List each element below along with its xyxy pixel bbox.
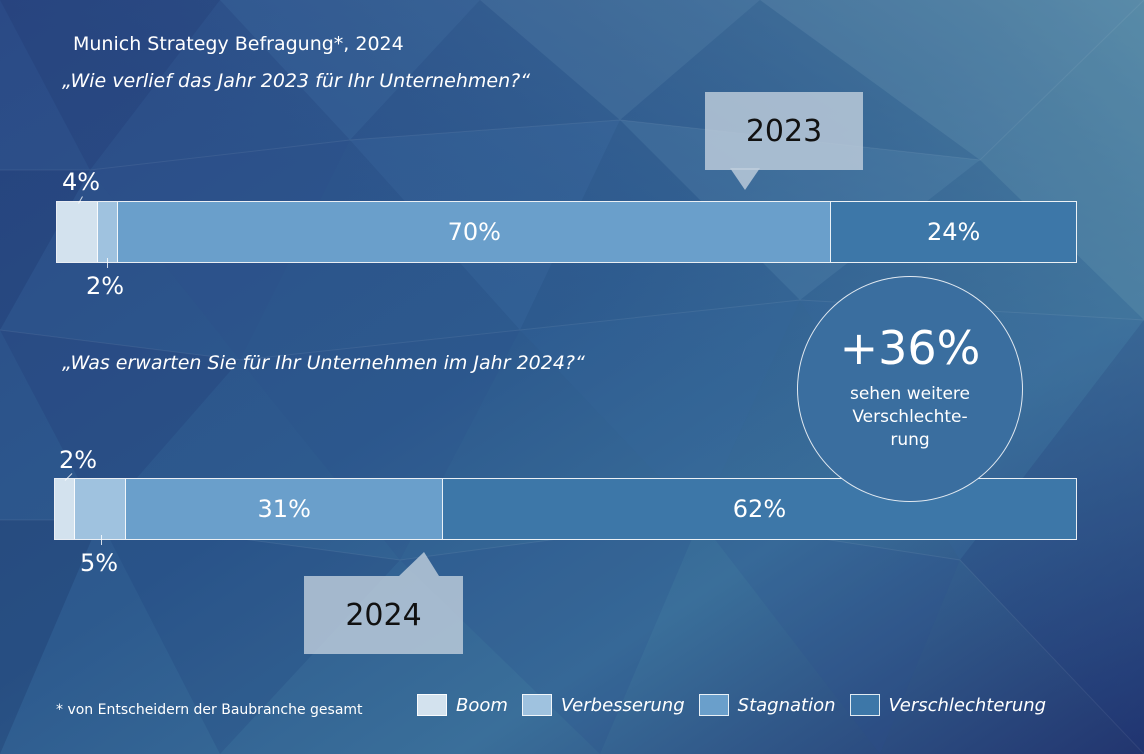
bar-2023-stagnation: 70%	[118, 202, 832, 262]
callout-2023-label: 2023	[745, 113, 823, 149]
highlight-text-line-2: Verschlechte-	[852, 407, 968, 427]
highlight-text-line-1: sehen weitere	[849, 384, 970, 404]
bar-2023-verbesserung	[97, 202, 119, 262]
legend-label-stagnation: Stagnation	[737, 694, 836, 716]
callout-2023: 2023	[705, 92, 863, 170]
highlight-circle: +36% sehen weitere Verschlechte- rung	[797, 276, 1023, 502]
bar-2023-verschlechterung: 24%	[831, 202, 1076, 262]
legend-swatch-stagnation	[698, 694, 729, 716]
highlight-value: +36%	[839, 321, 981, 375]
bar-2023-verbesserung-label: 2%	[86, 272, 125, 300]
bar-2023-verbesserung-tick	[107, 258, 108, 268]
legend-label-verbesserung: Verbesserung	[560, 694, 685, 716]
legend: Boom Verbesserung Stagnation Verschlecht…	[417, 694, 1060, 716]
bar-2024-verbesserung	[75, 479, 127, 539]
footnote: * von Entscheidern der Baubranche gesamt	[56, 702, 363, 718]
legend-swatch-verbesserung	[521, 694, 552, 716]
bar-2024-stagnation: 31%	[126, 479, 443, 539]
legend-label-verschlechterung: Verschlechterung	[888, 694, 1047, 716]
bar-2024: 31% 62%	[54, 478, 1077, 540]
bar-2024-boom	[55, 479, 76, 539]
bar-2024-stagnation-label: 31%	[257, 495, 311, 523]
legend-item-verschlechterung: Verschlechterung	[849, 694, 1047, 716]
callout-2024-pointer	[399, 552, 439, 576]
highlight-text: sehen weitere Verschlechte- rung	[798, 383, 1022, 452]
bar-2024-verbesserung-tick	[101, 535, 102, 545]
legend-label-boom: Boom	[456, 694, 508, 716]
bar-2024-verschlechterung-label: 62%	[732, 495, 787, 523]
highlight-text-line-3: rung	[890, 430, 930, 450]
bar-2023-stagnation-label: 70%	[447, 218, 501, 246]
legend-swatch-verschlechterung	[849, 694, 880, 716]
callout-2024-label: 2024	[345, 597, 422, 633]
legend-item-verbesserung: Verbesserung	[521, 694, 685, 716]
chart-title: Munich Strategy Befragung*, 2024	[73, 33, 404, 55]
legend-swatch-boom	[417, 694, 447, 716]
legend-item-boom: Boom	[417, 694, 508, 716]
bar-2024-verschlechterung: 62%	[442, 479, 1076, 539]
bar-2023-boom-label: 4%	[62, 168, 101, 196]
question-2024: „Was erwarten Sie für Ihr Unternehmen im…	[62, 352, 585, 374]
legend-item-stagnation: Stagnation	[698, 694, 836, 716]
bar-2024-boom-label: 2%	[59, 446, 98, 474]
callout-2024: 2024	[304, 576, 463, 654]
bar-2024-verbesserung-label: 5%	[80, 549, 119, 577]
callout-2023-pointer	[730, 168, 760, 190]
question-2023: „Wie verlief das Jahr 2023 für Ihr Unter…	[62, 70, 531, 92]
bar-2023-verschlechterung-label: 24%	[927, 218, 981, 246]
bar-2023-boom	[57, 202, 98, 262]
bar-2023: 70% 24%	[56, 201, 1077, 263]
